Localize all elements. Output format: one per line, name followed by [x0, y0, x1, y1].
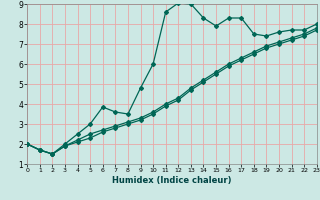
X-axis label: Humidex (Indice chaleur): Humidex (Indice chaleur)	[112, 176, 232, 185]
